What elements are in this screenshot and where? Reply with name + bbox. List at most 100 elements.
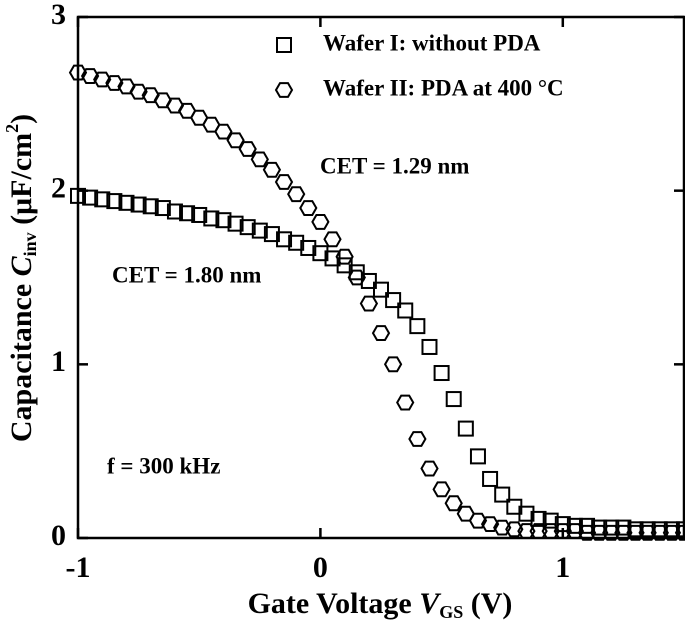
y-label-part: ) [5, 114, 38, 124]
hexagon-marker [371, 325, 391, 341]
hexagon-marker [432, 481, 451, 498]
square-marker [494, 486, 511, 503]
hexagon-marker [614, 524, 633, 541]
x-label-part: Gate Voltage [248, 587, 420, 620]
hexagon-marker [129, 83, 148, 100]
square-marker [397, 302, 414, 319]
square-marker [469, 448, 486, 465]
hexagon-marker [650, 524, 669, 541]
hexagon-marker [68, 64, 88, 81]
x-axis-label: Gate Voltage VGS (V) [248, 587, 513, 622]
square-marker [300, 239, 317, 256]
plot-frame [76, 15, 685, 540]
y-label-part: Capacitance [5, 276, 38, 442]
square-marker [276, 231, 293, 248]
hexagon-marker [590, 524, 609, 541]
annotation: CET = 1.29 nm [320, 153, 469, 178]
hexagon-marker [311, 214, 330, 230]
x-tick-label: 0 [313, 551, 328, 584]
square-marker [542, 512, 559, 529]
hexagon-marker [359, 295, 379, 312]
square-marker [373, 281, 389, 298]
hexagon-marker [274, 82, 294, 98]
hexagon-marker [541, 523, 560, 539]
hexagon-marker [153, 92, 172, 109]
square-marker [203, 210, 220, 227]
square-marker [288, 234, 305, 251]
square-marker [118, 194, 135, 211]
hexagon-marker [565, 523, 585, 539]
square-marker [421, 338, 438, 355]
x-label-part: V [419, 587, 442, 620]
hexagon-marker [274, 174, 294, 190]
square-marker [215, 212, 232, 229]
hexagon-marker [602, 524, 621, 541]
square-marker [530, 510, 547, 527]
square-marker [239, 219, 256, 236]
x-label-part: GS [439, 602, 463, 622]
y-label-part: (μF/cm [5, 133, 38, 232]
hexagon-marker [105, 75, 124, 91]
annotation: CET = 1.80 nm [112, 262, 261, 287]
hexagon-marker [444, 495, 463, 512]
legend-label: Wafer I: without PDA [323, 30, 541, 55]
x-label-part: (V) [463, 587, 512, 620]
hexagon-marker [299, 200, 318, 216]
y-label-part: C [5, 255, 38, 276]
y-tick-label: 2 [51, 172, 66, 205]
hexagon-marker [468, 512, 488, 529]
hexagon-marker [323, 231, 342, 248]
square-marker [166, 203, 183, 220]
square-marker [482, 470, 499, 487]
square-marker [433, 365, 450, 382]
x-tick-label: 1 [555, 551, 570, 584]
hexagon-marker [577, 524, 597, 541]
square-marker [445, 391, 462, 408]
square-marker [457, 420, 474, 437]
hexagon-marker [93, 71, 112, 88]
hexagon-marker [262, 161, 282, 178]
y-axis-label: Capacitance Cinv (μF/cm2) [2, 114, 40, 442]
legend-label: Wafer II: PDA at 400 °C [323, 75, 564, 100]
y-label-part: inv [20, 232, 40, 256]
square-marker [227, 215, 244, 232]
y-label-part: 2 [2, 124, 22, 133]
hexagon-marker [493, 519, 512, 536]
square-marker [251, 222, 268, 239]
hexagon-marker [238, 141, 257, 157]
square-marker [179, 205, 196, 222]
hexagon-marker [287, 186, 306, 203]
hexagon-marker [383, 356, 403, 373]
hexagon-marker [674, 524, 685, 541]
hexagon-marker [214, 123, 233, 140]
hexagon-marker [408, 431, 427, 447]
hexagon-marker [420, 460, 439, 477]
square-marker [82, 189, 99, 206]
square-marker [191, 206, 208, 223]
square-marker [518, 505, 535, 522]
square-marker [385, 292, 402, 309]
square-marker [348, 264, 365, 281]
square-marker [154, 200, 171, 217]
square-marker [106, 193, 123, 210]
hexagon-marker [347, 269, 366, 286]
square-marker [312, 245, 329, 262]
y-tick-label: 3 [51, 0, 66, 31]
hexagon-marker [553, 523, 572, 539]
y-tick-label: 0 [51, 519, 66, 552]
square-marker [130, 196, 147, 213]
hexagon-marker [505, 521, 524, 538]
hexagon-marker [80, 68, 100, 84]
hexagon-marker [529, 523, 548, 539]
hexagon-marker [626, 524, 645, 541]
x-tick-label: -1 [66, 551, 91, 584]
y-tick-label: 1 [51, 345, 66, 378]
hexagon-marker [396, 394, 415, 411]
hexagon-marker [480, 516, 500, 532]
hexagon-marker [517, 523, 536, 539]
hexagon-marker [250, 151, 269, 168]
square-marker [263, 226, 280, 243]
square-marker [409, 318, 426, 335]
square-marker [94, 191, 111, 208]
